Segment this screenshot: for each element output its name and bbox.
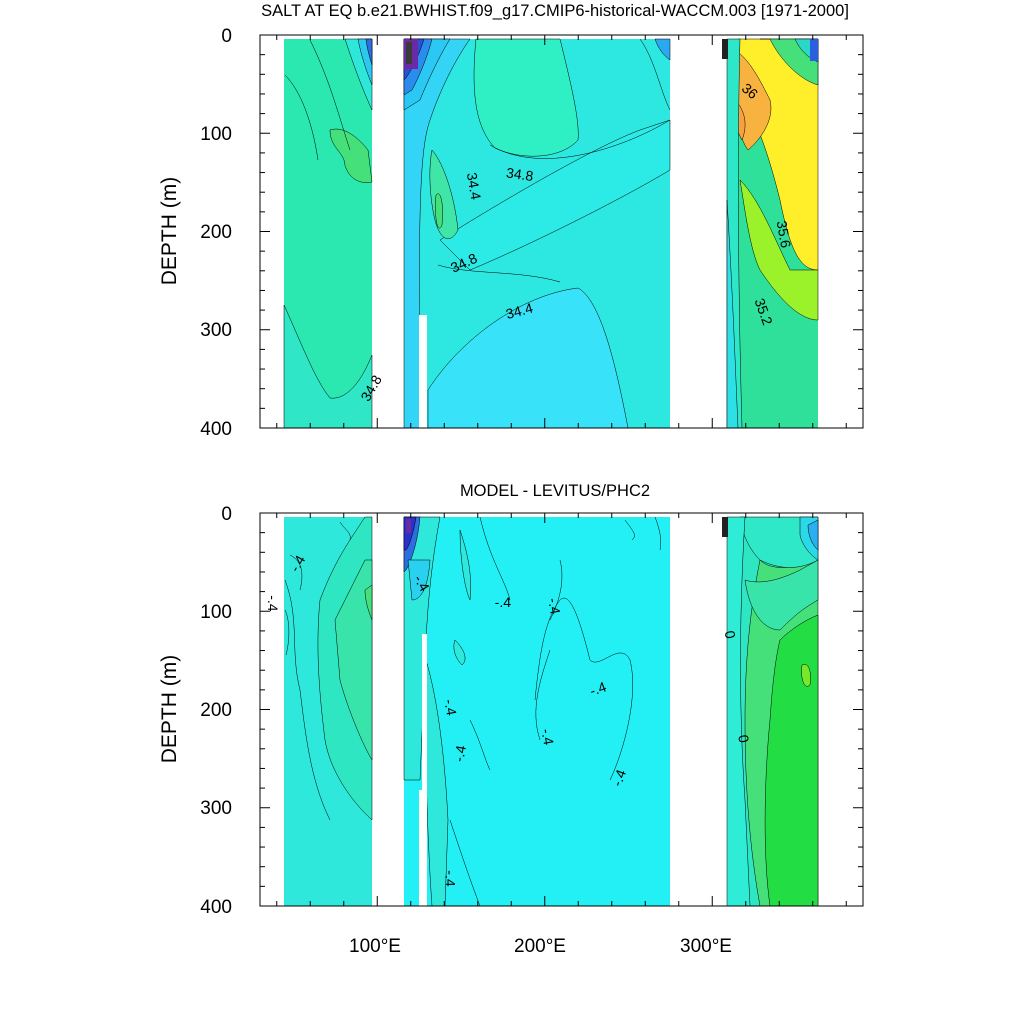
contour-label: -.4 bbox=[587, 678, 608, 699]
bottom-pacific-west-4 bbox=[407, 559, 431, 601]
top-y-axis-label: DEPTH (m) bbox=[158, 177, 181, 286]
bottom-pacific-contour-c bbox=[535, 649, 551, 741]
top-y-tick-0: 0 bbox=[221, 26, 232, 47]
top-x-ticks bbox=[276, 35, 847, 428]
top-pacific-salty-spot bbox=[435, 193, 443, 229]
bottom-pacific-west-core bbox=[406, 519, 411, 533]
top-y-tick-100: 100 bbox=[200, 124, 232, 145]
contour-label: -.4 bbox=[450, 744, 469, 763]
top-panel: SALT AT EQ b.e21.BWHIST.f09_g17.CMIP6-hi… bbox=[158, 2, 864, 440]
contour-label: -.4 bbox=[538, 727, 557, 746]
top-panel-title: SALT AT EQ b.e21.BWHIST.f09_g17.CMIP6-hi… bbox=[261, 2, 849, 20]
bottom-pacific-contour-d bbox=[549, 559, 563, 621]
bottom-pacific-contour-a bbox=[479, 516, 511, 601]
contour-label: -.4 bbox=[286, 552, 308, 574]
bottom-pacific-mid-2 bbox=[459, 529, 471, 601]
top-pacific-contour-b bbox=[489, 119, 671, 159]
bottom-y-axis-label: DEPTH (m) bbox=[158, 655, 181, 764]
top-pacific-east-fresh bbox=[654, 38, 671, 61]
bottom-field bbox=[284, 516, 819, 906]
contour-label: -.4 bbox=[443, 870, 459, 887]
bottom-y-ticks bbox=[260, 512, 863, 907]
top-indian-east-fresh-3 bbox=[365, 38, 373, 66]
top-pacific-fresh-deep bbox=[427, 287, 629, 428]
bottom-x-tick-200E: 200°E bbox=[514, 936, 566, 957]
top-warm-pool-core bbox=[406, 42, 412, 64]
bottom-atlantic-west-edge bbox=[726, 516, 751, 906]
bottom-land-gap bbox=[419, 790, 427, 906]
top-atlantic-coast bbox=[722, 39, 728, 59]
contour-label: -.4 bbox=[609, 767, 630, 788]
top-y-tick-200: 200 bbox=[200, 222, 232, 243]
bottom-pacific-mid-3 bbox=[453, 639, 466, 666]
contour-label: -.4 bbox=[495, 594, 512, 610]
bottom-atlantic-spot bbox=[801, 664, 811, 687]
contour-label: -.4 bbox=[411, 572, 433, 594]
bottom-panel-title: MODEL - LEVITUS/PHC2 bbox=[460, 482, 650, 500]
bottom-indian-diff-2 bbox=[334, 559, 373, 761]
top-pacific-contour-a bbox=[437, 264, 561, 283]
bottom-pacific-contour-h bbox=[654, 516, 662, 551]
bottom-atlantic-coast bbox=[722, 517, 728, 537]
contour-label: -.4 bbox=[265, 595, 281, 612]
contour-label: 34.4 bbox=[504, 300, 535, 323]
bottom-indian-diff-3 bbox=[364, 584, 373, 621]
bottom-pacific-contour-b bbox=[534, 597, 633, 781]
bottom-pacific-basin bbox=[404, 517, 670, 906]
top-y-ticks bbox=[260, 34, 863, 429]
bottom-y-tick-400: 400 bbox=[200, 897, 232, 918]
top-atlantic-light-green bbox=[739, 179, 819, 321]
top-pacific-salty-core bbox=[473, 38, 579, 157]
bottom-x-ticks bbox=[276, 513, 847, 906]
contour-label: 34.4 bbox=[464, 171, 485, 201]
bottom-pacific-contour-f bbox=[449, 819, 481, 906]
bottom-atlantic-green-2 bbox=[764, 614, 819, 906]
bottom-indian-contour-b bbox=[289, 554, 303, 591]
top-pacific-contour-c bbox=[639, 38, 671, 111]
bottom-pacific-contour-g bbox=[624, 519, 635, 541]
bottom-y-tick-100: 100 bbox=[200, 602, 232, 623]
top-indian-contour-b bbox=[309, 39, 351, 151]
contour-label: 35.6 bbox=[774, 219, 795, 249]
top-indian-high-salt bbox=[329, 128, 373, 183]
contour-label: 34.8 bbox=[505, 164, 534, 184]
contour-label: -.4 bbox=[545, 597, 564, 616]
contour-label: 0 bbox=[722, 629, 739, 640]
bottom-y-tick-0: 0 bbox=[221, 504, 232, 525]
top-indian-deep bbox=[283, 304, 373, 428]
bottom-indian-contour-d bbox=[339, 521, 351, 541]
top-land-gap bbox=[419, 315, 427, 428]
bottom-y-tick-200: 200 bbox=[200, 700, 232, 721]
bottom-indian-contour-a bbox=[284, 579, 331, 821]
top-y-tick-300: 300 bbox=[200, 320, 232, 341]
top-atlantic-surface-freshest bbox=[810, 39, 818, 61]
bottom-land-gap-2 bbox=[422, 634, 427, 790]
bottom-pacific-contour-e bbox=[469, 719, 491, 771]
bottom-x-tick-100E: 100°E bbox=[349, 936, 401, 957]
top-atlantic-west-edge-2 bbox=[726, 199, 739, 428]
top-y-tick-400: 400 bbox=[200, 419, 232, 440]
bottom-y-tick-300: 300 bbox=[200, 798, 232, 819]
bottom-atlantic-surface-3 bbox=[807, 519, 819, 551]
bottom-atlantic-green-3 bbox=[744, 559, 819, 631]
top-indian-contour-a bbox=[284, 74, 319, 161]
bottom-indian-contour-c bbox=[284, 609, 290, 656]
bottom-x-tick-300E: 300°E bbox=[680, 936, 732, 957]
bottom-contour-labels: -.4 -.4 -.4 -.4 -.4 -.4 -.4 -.4 -.4 -.4 -.4 0 0 bbox=[265, 552, 752, 887]
top-field bbox=[283, 38, 819, 428]
contour-label: 0 bbox=[735, 734, 752, 745]
contour-label: -.4 bbox=[441, 698, 460, 717]
bottom-panel: MODEL - LEVITUS/PHC2 bbox=[158, 482, 864, 957]
